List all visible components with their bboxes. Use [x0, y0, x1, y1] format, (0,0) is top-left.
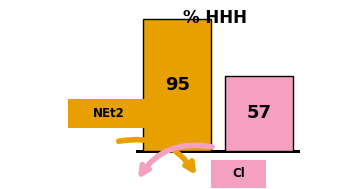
FancyBboxPatch shape	[211, 160, 266, 188]
Text: % HHH: % HHH	[183, 9, 247, 27]
Bar	[143, 19, 211, 151]
Text: 95: 95	[165, 76, 190, 94]
FancyBboxPatch shape	[68, 99, 150, 128]
Text: 57: 57	[247, 104, 272, 122]
Text: Cl: Cl	[232, 167, 245, 180]
Bar	[136, 150, 300, 153]
Text: NEt2: NEt2	[93, 107, 125, 120]
Bar	[225, 76, 293, 151]
